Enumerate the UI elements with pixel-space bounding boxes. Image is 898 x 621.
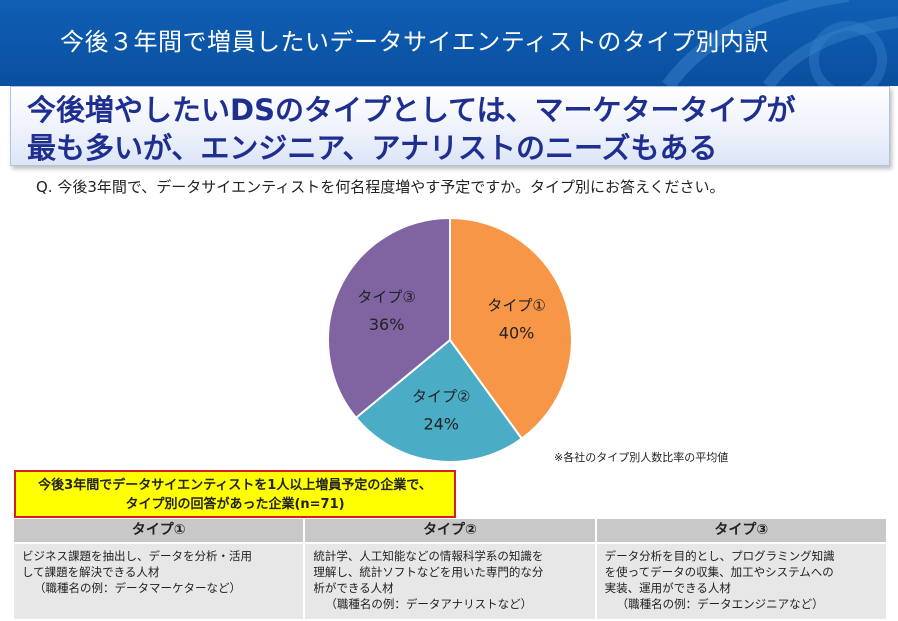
pie-value-1: 40%: [499, 323, 535, 342]
pie-slice-2: [354, 338, 524, 463]
type-2-example: （職種名の例：データアナリストなど）: [325, 597, 533, 611]
type-column-3: タイプ③ データ分析を目的とし、プログラミング知識 を使ってデータの収集、加工や…: [596, 519, 886, 619]
type-description-3: データ分析を目的とし、プログラミング知識 を使ってデータの収集、加工やシステムへ…: [596, 544, 886, 619]
chart-note: ※各社のタイプ別人数比率の平均値: [554, 451, 729, 464]
condition-line-2: タイプ別の回答があった企業(n=71): [125, 497, 345, 512]
type-1-line-2: して課題を解決できる人材: [22, 565, 160, 579]
type-2-line-1: 統計学、人工知能などの情報科学系の知識を: [313, 549, 544, 563]
type-header-1: タイプ①: [14, 519, 304, 542]
type-3-line-1: データ分析を目的とし、プログラミング知識: [604, 549, 835, 563]
type-column-2: タイプ② 統計学、人工知能などの情報科学系の知識を 理解し、統計ソフトなどを用い…: [305, 519, 595, 619]
pie-label-1: タイプ①: [487, 296, 545, 314]
type-3-line-2: を使ってデータの収集、加工やシステムへの: [604, 565, 834, 579]
type-description-1: ビジネス課題を抽出し、データを分析・活用 して課題を解決できる人材 （職種名の例…: [14, 544, 304, 619]
type-header-3: タイプ③: [596, 519, 886, 542]
type-2-line-3: 析ができる人材: [313, 581, 394, 595]
header-decoration: [662, 0, 898, 86]
pie-chart: タイプ① 40% タイプ② 24% タイプ③ 36%: [322, 212, 582, 472]
type-description-table: タイプ① ビジネス課題を抽出し、データを分析・活用 して課題を解決できる人材 （…: [14, 519, 886, 619]
pie-value-3: 36%: [369, 315, 405, 334]
condition-line-1: 今後3年間でデータサイエンティストを1人以上増員予定の企業で、: [38, 478, 432, 493]
pie-label-3: タイプ③: [357, 288, 415, 306]
headline: 今後増やしたいDSのタイプとしては、マーケタータイプが 最も多いが、エンジニア、…: [27, 91, 796, 167]
headline-line-2: 最も多いが、エンジニア、アナリストのニーズもある: [27, 131, 718, 165]
type-description-2: 統計学、人工知能などの情報科学系の知識を 理解し、統計ソフトなどを用いた専門的な…: [305, 544, 595, 619]
pie-slice-3: [327, 216, 451, 420]
headline-box: 今後増やしたいDSのタイプとしては、マーケタータイプが 最も多いが、エンジニア、…: [10, 86, 890, 166]
type-column-1: タイプ① ビジネス課題を抽出し、データを分析・活用 して課題を解決できる人材 （…: [14, 519, 304, 619]
pie-chart-svg: タイプ① 40% タイプ② 24% タイプ③ 36%: [327, 216, 573, 463]
survey-question: Q. 今後3年間で、データサイエンティストを何名程度増やす予定ですか。タイプ別に…: [36, 178, 725, 196]
type-header-2: タイプ②: [305, 519, 595, 542]
pie-slice-1: [449, 216, 573, 441]
pie-value-2: 24%: [423, 414, 459, 433]
pie-label-2: タイプ②: [412, 387, 470, 405]
condition-box: 今後3年間でデータサイエンティストを1人以上増員予定の企業で、 タイプ別の回答が…: [14, 470, 456, 518]
type-2-line-2: 理解し、統計ソフトなどを用いた専門的な分: [313, 565, 544, 579]
type-3-line-3: 実装、運用ができる人材: [604, 581, 731, 595]
type-1-line-1: ビジネス課題を抽出し、データを分析・活用: [22, 549, 252, 563]
type-1-example: （職種名の例：データマーケターなど）: [34, 581, 241, 595]
headline-line-1: 今後増やしたいDSのタイプとしては、マーケタータイプが: [27, 93, 796, 127]
type-3-example: （職種名の例：データエンジニアなど）: [616, 597, 824, 611]
header-bar: 今後３年間で増員したいデータサイエンティストのタイプ別内訳: [0, 0, 898, 86]
page-title: 今後３年間で増員したいデータサイエンティストのタイプ別内訳: [60, 28, 769, 56]
